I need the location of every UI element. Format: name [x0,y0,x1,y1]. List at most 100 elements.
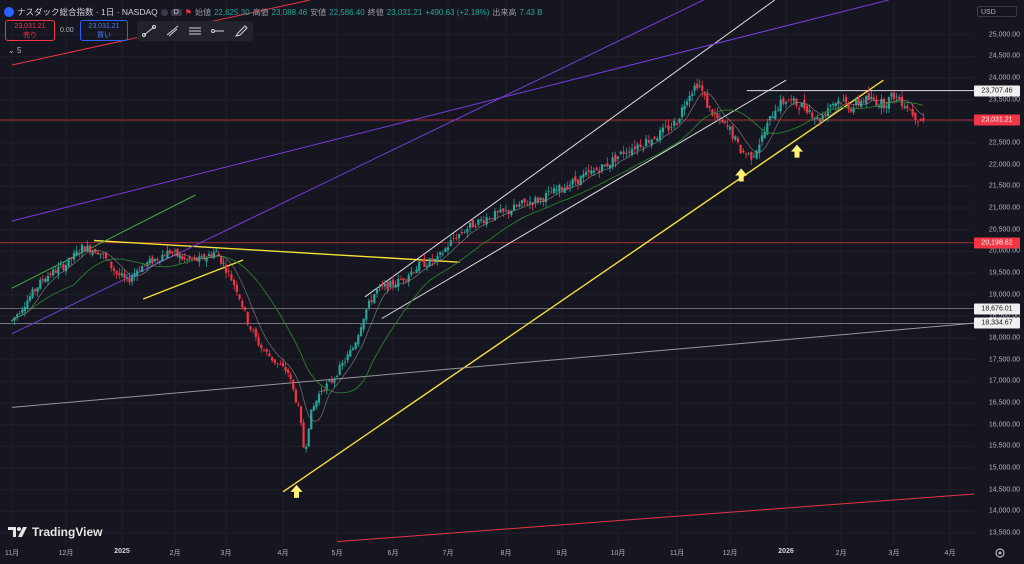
candle-body [558,185,561,192]
candle-body [667,125,670,131]
candle-body [797,108,801,110]
candle-body [104,253,108,259]
candle-body [41,279,44,281]
candle-body [449,240,452,246]
candle-body [579,175,582,186]
candle-body [744,153,748,155]
price-chart[interactable] [0,0,974,546]
candle-body [808,110,811,112]
buy-button[interactable]: 23,031.21 買い [80,20,128,41]
candle-body [747,153,750,154]
sell-price: 23,031.21 [14,23,46,30]
candle-body [606,163,609,167]
candle-body [922,118,925,121]
trend-line-yellow [142,259,244,300]
time-tick-label: 3月 [220,550,232,557]
price-tick-label: 25,000.00 [988,31,1020,39]
candle-body [168,250,172,254]
candle-body [523,198,526,203]
candle-body [120,273,124,276]
candle-body [539,197,542,201]
candle-body [402,278,405,281]
candle-body [485,217,488,225]
indicator-row[interactable]: ⌄ 5 [8,46,22,55]
currency-selector[interactable]: USD [977,6,1017,17]
candle-body [343,361,347,363]
candle-body [650,139,653,146]
flag-icon[interactable]: ⚑ [184,7,192,17]
candle-body [86,245,89,252]
candle-body [457,234,461,239]
candle-body [691,93,694,96]
candle-body [474,225,477,228]
candle-body [404,279,408,281]
sell-button[interactable]: 23,031.21 売り [5,20,55,41]
symbol-title[interactable]: ナスダック総合指数 · 1日 · NASDAQ [17,7,158,17]
candle-body [711,109,714,116]
candle-body [566,185,569,190]
candle-body [536,197,540,203]
candle-body [23,306,26,312]
candle-body [260,344,263,349]
trend-line-yellow [282,79,884,493]
candle-body [107,259,110,261]
candle-body [898,96,901,100]
horizontal-ray-icon[interactable] [209,24,227,38]
candle-body [455,238,458,240]
candle-body [544,193,548,202]
candle-body [338,365,341,375]
trend-line-icon[interactable] [140,24,158,38]
settings-gear-icon[interactable] [994,547,1006,559]
candle-body [230,274,233,281]
price-axis[interactable]: 13,500.00 14,000.00 14,500.00 15,000.00 15,5… [974,0,1024,546]
candle-body [670,127,673,128]
candle-body [832,103,835,106]
candle-body [639,144,642,147]
candle-body [57,266,60,274]
candle-body [210,254,213,257]
candle-body [611,157,614,167]
candle-body [190,258,194,260]
sell-label: 売り [23,32,37,39]
volume-label: 出来高 [492,7,517,17]
candle-body [818,118,822,123]
parallel-channel-icon[interactable] [186,24,204,38]
candle-body [49,273,52,276]
candle-body [779,99,782,112]
candle-body [865,95,868,105]
candle-body [18,313,21,315]
interval-badge[interactable]: D [170,8,182,16]
candle-body [205,257,208,262]
candle-body [80,244,84,253]
ray-icon[interactable] [163,24,181,38]
candle-body [504,210,508,212]
candle-body [217,253,220,257]
candle-body [590,170,593,175]
candle-body [271,356,274,361]
candle-body [852,107,855,113]
time-tick-label: 8月 [500,550,512,557]
candle-body [151,257,154,264]
candle-body [212,252,215,258]
candle-body [496,211,499,213]
candle-body [734,136,737,140]
candle-body [148,258,151,264]
candle-body [890,93,893,97]
candle-body [420,260,423,262]
candle-body [299,406,303,424]
candle-body [628,151,631,153]
buy-price: 23,031.21 [88,23,120,30]
pen-icon[interactable] [232,24,250,38]
candle-body [200,256,203,258]
candle-body [36,287,39,292]
candle-body [425,265,429,268]
candle-body [254,329,257,338]
candle-body [491,218,494,219]
candle-body [842,99,845,101]
candle-body [908,109,912,111]
candle-body [595,168,598,171]
candle-body [386,281,389,290]
candle-body [885,106,888,108]
tradingview-logo: TradingView [8,525,102,539]
